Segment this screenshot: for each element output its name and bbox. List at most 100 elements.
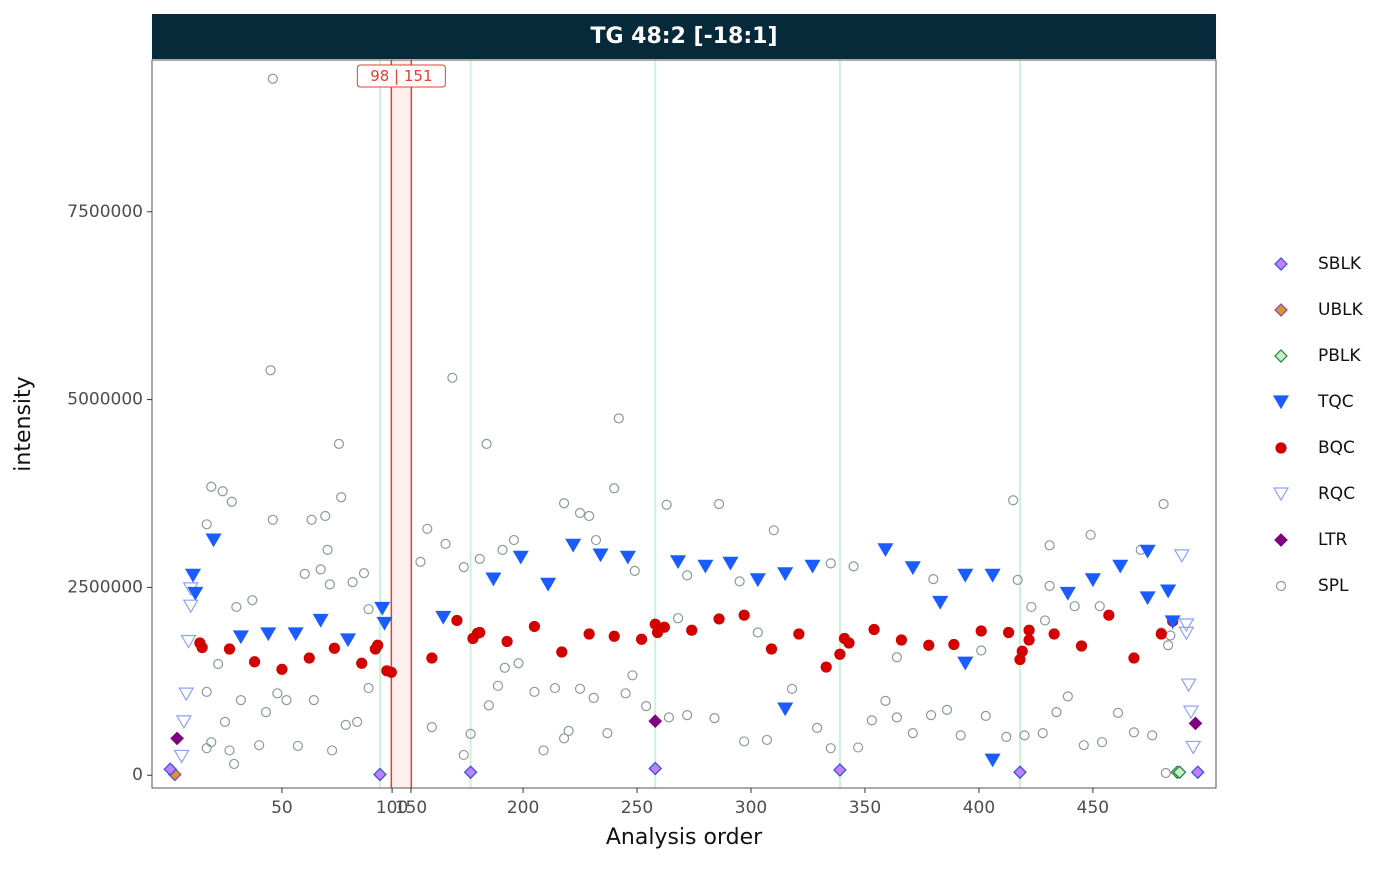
- legend-label: UBLK: [1318, 300, 1364, 320]
- point: [584, 510, 595, 522]
- point: [458, 749, 469, 761]
- point: [485, 572, 502, 587]
- point: [1048, 628, 1060, 640]
- x-tick-label: 200: [507, 798, 539, 818]
- point: [213, 658, 224, 670]
- point: [376, 616, 393, 631]
- point: [440, 538, 451, 549]
- x-tick-label: 400: [963, 798, 995, 818]
- point: [768, 525, 779, 536]
- point: [583, 628, 595, 640]
- point: [877, 543, 894, 558]
- point: [709, 713, 720, 724]
- point: [955, 730, 966, 741]
- point: [1013, 765, 1027, 780]
- point: [184, 568, 202, 583]
- point: [975, 625, 987, 637]
- point: [627, 670, 638, 681]
- point: [984, 568, 1001, 583]
- point: [1139, 544, 1156, 559]
- point: [620, 688, 631, 699]
- point: [1012, 574, 1023, 585]
- point: [206, 737, 217, 748]
- point: [1023, 634, 1035, 646]
- point: [648, 714, 663, 728]
- point: [528, 620, 541, 633]
- point: [358, 568, 370, 579]
- point: [308, 694, 319, 706]
- point: [1185, 740, 1202, 755]
- point: [326, 745, 338, 756]
- point: [697, 559, 714, 574]
- point: [182, 599, 199, 614]
- point: [923, 639, 935, 651]
- point: [501, 635, 513, 648]
- point: [1160, 584, 1177, 599]
- point: [629, 565, 640, 576]
- point: [761, 734, 773, 746]
- chart-title: TG 48:2 [-18:1]: [590, 24, 777, 49]
- point: [352, 716, 363, 727]
- point: [1164, 615, 1181, 630]
- point: [235, 694, 246, 706]
- point: [178, 687, 195, 702]
- point: [558, 733, 570, 744]
- point: [272, 688, 283, 699]
- point: [1026, 601, 1037, 613]
- point: [1128, 727, 1140, 738]
- point: [463, 765, 478, 780]
- point: [247, 595, 258, 606]
- point: [201, 519, 212, 530]
- point: [777, 702, 794, 717]
- point: [1188, 716, 1203, 731]
- point: [928, 574, 939, 585]
- point: [474, 626, 486, 639]
- point: [843, 637, 855, 649]
- point: [619, 550, 636, 565]
- point: [228, 758, 240, 770]
- point: [925, 710, 937, 721]
- point: [322, 544, 333, 555]
- y-tick-label: 5000000: [67, 390, 143, 410]
- point: [415, 556, 426, 567]
- point: [957, 656, 974, 671]
- point: [1094, 601, 1105, 612]
- point: [588, 692, 599, 703]
- axis-break-label-box: [356, 64, 446, 88]
- point: [984, 753, 1001, 768]
- point: [315, 564, 326, 575]
- point: [1163, 640, 1174, 651]
- point: [426, 652, 438, 664]
- point: [1008, 495, 1019, 506]
- y-tick-label: 7500000: [67, 202, 143, 222]
- point: [260, 627, 277, 642]
- point: [648, 761, 663, 776]
- point: [848, 561, 859, 572]
- point: [324, 579, 335, 590]
- legend-label: RQC: [1318, 484, 1355, 504]
- point: [426, 722, 437, 733]
- point: [422, 523, 433, 534]
- point: [356, 657, 368, 669]
- point: [891, 712, 902, 723]
- point: [1178, 618, 1195, 633]
- point: [1096, 737, 1108, 748]
- point: [738, 609, 750, 621]
- x-tick-label: 350: [849, 798, 881, 818]
- point: [833, 763, 847, 777]
- point: [267, 73, 278, 84]
- axis-break-band: [391, 60, 412, 788]
- point: [1078, 740, 1089, 751]
- point: [483, 700, 494, 711]
- point: [333, 438, 345, 450]
- point: [187, 586, 204, 601]
- point: [686, 624, 698, 636]
- point: [306, 514, 317, 525]
- point: [339, 633, 357, 648]
- panel-border: [151, 59, 1217, 789]
- point: [682, 570, 693, 581]
- point: [804, 559, 821, 574]
- point: [574, 507, 586, 519]
- point: [226, 496, 237, 507]
